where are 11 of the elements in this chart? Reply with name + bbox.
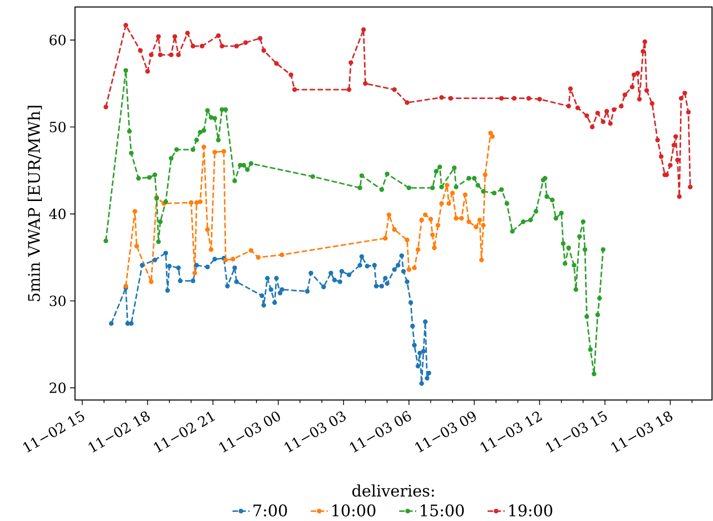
legend-label: 10:00 [332, 504, 376, 516]
legend-title: deliveries: [352, 484, 434, 497]
y-tick-label: 20 [50, 382, 66, 394]
legend-label: 19:00 [509, 504, 552, 516]
y-tick-label: 40 [49, 208, 66, 220]
y-tick-label: 60 [50, 34, 66, 46]
y-axis-title: 5min VWAP [EUR/MWh] [28, 106, 42, 302]
legend-label: 7:00 [254, 504, 287, 516]
y-tick-label: 30 [50, 296, 66, 306]
y-tick-label: 50 [50, 122, 66, 132]
legend-label: 15:00 [420, 504, 464, 516]
